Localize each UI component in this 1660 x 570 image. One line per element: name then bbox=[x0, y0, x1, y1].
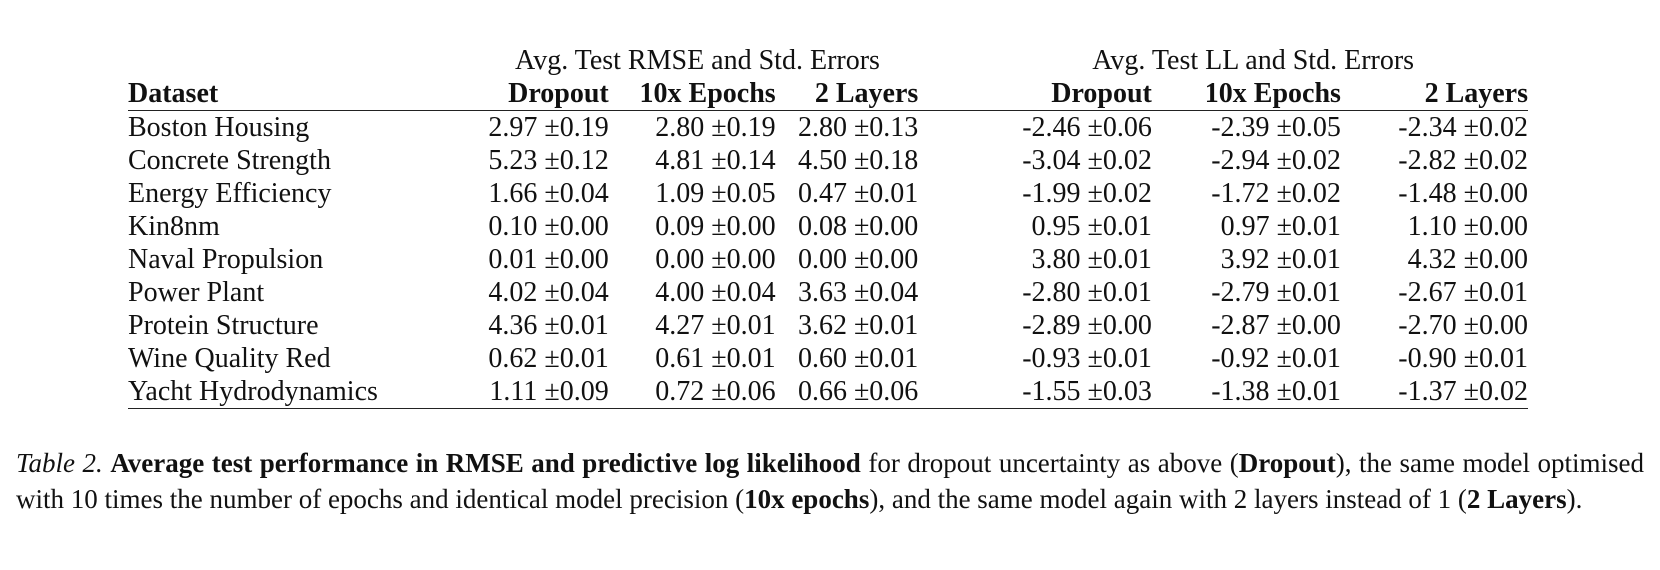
value-cell: 0.00 ±0.00 bbox=[797, 244, 919, 275]
column-header-rmse-2-layers: 2 Layers bbox=[775, 77, 919, 111]
caption-text-3: ), and the same model again with 2 layer… bbox=[869, 484, 1467, 514]
value-cell: -1.72 ±0.02 bbox=[1211, 178, 1341, 209]
value-cell: 0.62 ±0.01 bbox=[488, 343, 609, 374]
table-row: Boston Housing 2.97 ±0.19 2.80 ±0.19 2.80 ±… bbox=[128, 111, 1528, 145]
value-cell: -1.38 ±0.01 bbox=[1171, 375, 1341, 409]
column-header-row: Dataset Dropout 10x Epochs 2 Layers Drop… bbox=[128, 77, 1528, 111]
value-cell: 0.66 ±0.06 bbox=[775, 375, 919, 409]
table-row: Power Plant 4.02 ±0.04 4.00 ±0.04 3.63 ±0.0… bbox=[128, 276, 1528, 309]
dataset-name-cell: Protein Structure bbox=[128, 310, 319, 341]
value-cell: -2.70 ±0.00 bbox=[1398, 310, 1528, 341]
caption-text-1: for dropout uncertainty as above ( bbox=[860, 448, 1239, 478]
dataset-name-cell: Energy Efficiency bbox=[128, 178, 332, 209]
value-cell: 0.61 ±0.01 bbox=[655, 343, 776, 374]
value-cell: -1.55 ±0.03 bbox=[918, 375, 1172, 409]
column-header-ll-2-layers: 2 Layers bbox=[1340, 77, 1528, 111]
value-cell: -0.92 ±0.01 bbox=[1211, 343, 1341, 374]
value-cell: -1.48 ±0.00 bbox=[1398, 178, 1528, 209]
group-header-spacer bbox=[128, 44, 477, 77]
value-cell: -2.89 ±0.00 bbox=[1022, 310, 1152, 341]
value-cell: 0.00 ±0.00 bbox=[655, 244, 776, 275]
table-row: Concrete Strength 5.23 ±0.12 4.81 ±0.14 4.5… bbox=[128, 144, 1528, 177]
value-cell: 1.11 ±0.09 bbox=[476, 375, 609, 409]
table-caption: Table 2. Average test performance in RMS… bbox=[16, 445, 1644, 517]
value-cell: 1.66 ±0.04 bbox=[488, 178, 609, 209]
value-cell: -1.37 ±0.02 bbox=[1340, 375, 1528, 409]
value-cell: 2.80 ±0.13 bbox=[797, 112, 919, 143]
table-row: Kin8nm 0.10 ±0.00 0.09 ±0.00 0.08 ±0.00 0.95… bbox=[128, 210, 1528, 243]
group-header-rmse: Avg. Test RMSE and Std. Errors bbox=[515, 45, 880, 76]
value-cell: -3.04 ±0.02 bbox=[1022, 145, 1152, 176]
value-cell: -2.80 ±0.01 bbox=[1022, 277, 1152, 308]
value-cell: 3.92 ±0.01 bbox=[1220, 244, 1341, 275]
value-cell: 4.50 ±0.18 bbox=[797, 145, 919, 176]
group-header-ll: Avg. Test LL and Std. Errors bbox=[1092, 45, 1415, 76]
dataset-name-cell: Naval Propulsion bbox=[128, 244, 324, 275]
table-row: Naval Propulsion 0.01 ±0.00 0.00 ±0.00 0.00… bbox=[128, 243, 1528, 276]
value-cell: 3.62 ±0.01 bbox=[797, 310, 919, 341]
caption-bold-10x-epochs: 10x epochs bbox=[744, 484, 870, 514]
value-cell: 3.80 ±0.01 bbox=[1031, 244, 1152, 275]
value-cell: 4.36 ±0.01 bbox=[488, 310, 609, 341]
value-cell: -2.46 ±0.06 bbox=[1022, 112, 1152, 143]
value-cell: 3.63 ±0.04 bbox=[797, 277, 919, 308]
value-cell: 2.80 ±0.19 bbox=[655, 112, 776, 143]
caption-label: Table 2. bbox=[16, 448, 103, 478]
table-row: Protein Structure 4.36 ±0.01 4.27 ±0.01 3.6… bbox=[128, 309, 1528, 342]
value-cell: -2.34 ±0.02 bbox=[1398, 112, 1528, 143]
value-cell: -2.87 ±0.00 bbox=[1211, 310, 1341, 341]
table-row: Energy Efficiency 1.66 ±0.04 1.09 ±0.05 0.4… bbox=[128, 177, 1528, 210]
value-cell: -1.99 ±0.02 bbox=[1022, 178, 1152, 209]
value-cell: 1.10 ±0.00 bbox=[1407, 211, 1528, 242]
table-body: Boston Housing 2.97 ±0.19 2.80 ±0.19 2.80 ±… bbox=[128, 111, 1528, 409]
dataset-name-cell: Power Plant bbox=[128, 277, 265, 308]
value-cell: 1.09 ±0.05 bbox=[655, 178, 776, 209]
column-header-ll-10x-epochs: 10x Epochs bbox=[1171, 77, 1341, 111]
table-row: Yacht Hydrodynamics 1.11 ±0.09 0.72 ±0.06 0… bbox=[128, 375, 1528, 409]
column-header-rmse-dropout: Dropout bbox=[476, 77, 609, 111]
value-cell: 4.27 ±0.01 bbox=[655, 310, 776, 341]
dataset-name-cell: Wine Quality Red bbox=[128, 343, 331, 374]
value-cell: 5.23 ±0.12 bbox=[488, 145, 609, 176]
value-cell: 0.01 ±0.00 bbox=[488, 244, 609, 275]
table-row: Wine Quality Red 0.62 ±0.01 0.61 ±0.01 0.60… bbox=[128, 342, 1528, 375]
value-cell: 0.95 ±0.01 bbox=[1031, 211, 1152, 242]
value-cell: -2.94 ±0.02 bbox=[1211, 145, 1341, 176]
caption-bold-2-layers: 2 Layers bbox=[1466, 484, 1567, 514]
dataset-name-cell: Kin8nm bbox=[128, 211, 220, 242]
value-cell: -0.93 ±0.01 bbox=[1022, 343, 1152, 374]
dataset-name-cell: Yacht Hydrodynamics bbox=[128, 375, 477, 409]
value-cell: -2.39 ±0.05 bbox=[1211, 112, 1341, 143]
value-cell: 4.32 ±0.00 bbox=[1407, 244, 1528, 275]
value-cell: -2.67 ±0.01 bbox=[1398, 277, 1528, 308]
value-cell: 2.97 ±0.19 bbox=[488, 112, 609, 143]
value-cell: 0.72 ±0.06 bbox=[608, 375, 776, 409]
value-cell: -2.82 ±0.02 bbox=[1398, 145, 1528, 176]
caption-text-2: ), the same model optimised with 10 time… bbox=[16, 448, 1645, 514]
value-cell: 4.02 ±0.04 bbox=[488, 277, 609, 308]
column-header-ll-dropout: Dropout bbox=[918, 77, 1172, 111]
results-table: Avg. Test RMSE and Std. Errors Avg. Test… bbox=[128, 44, 1528, 409]
value-cell: -0.90 ±0.01 bbox=[1398, 343, 1528, 374]
group-header-row: Avg. Test RMSE and Std. Errors Avg. Test… bbox=[128, 44, 1528, 77]
value-cell: 0.60 ±0.01 bbox=[797, 343, 919, 374]
dataset-name-cell: Concrete Strength bbox=[128, 145, 331, 176]
caption-bold-dropout: Dropout bbox=[1238, 448, 1336, 478]
value-cell: 0.47 ±0.01 bbox=[797, 178, 919, 209]
value-cell: 0.97 ±0.01 bbox=[1220, 211, 1341, 242]
value-cell: 4.00 ±0.04 bbox=[655, 277, 776, 308]
caption-bold-lead: Average test performance in RMSE and pre… bbox=[110, 448, 861, 478]
caption-text-4: ). bbox=[1566, 484, 1583, 514]
value-cell: -2.79 ±0.01 bbox=[1211, 277, 1341, 308]
value-cell: 0.10 ±0.00 bbox=[488, 211, 609, 242]
value-cell: 4.81 ±0.14 bbox=[655, 145, 776, 176]
dataset-name-cell: Boston Housing bbox=[128, 112, 310, 143]
value-cell: 0.08 ±0.00 bbox=[797, 211, 919, 242]
column-header-dataset: Dataset bbox=[128, 77, 477, 111]
column-header-rmse-10x-epochs: 10x Epochs bbox=[608, 77, 776, 111]
value-cell: 0.09 ±0.00 bbox=[655, 211, 776, 242]
